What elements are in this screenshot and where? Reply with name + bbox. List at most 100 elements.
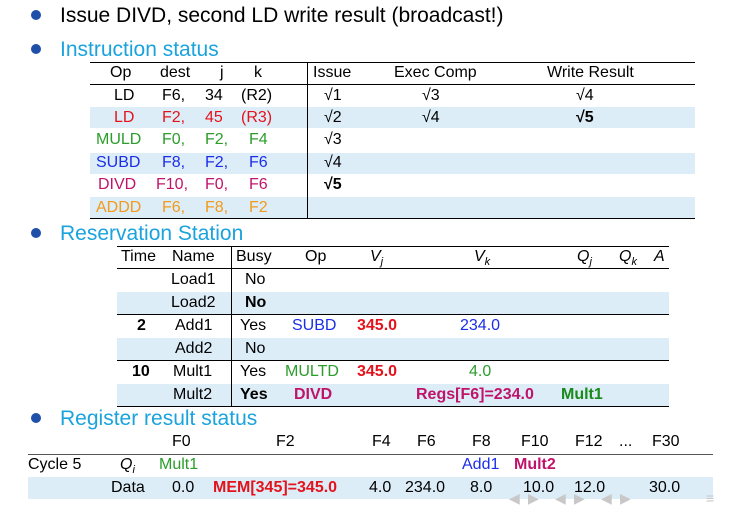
prev-section-icon[interactable]: ◀ xyxy=(555,490,566,506)
rs-op: MULTD xyxy=(285,363,339,380)
rs-op: DIVD xyxy=(294,386,333,403)
instr-issue: √4 xyxy=(324,154,342,171)
reservation-station-heading: Reservation Station xyxy=(60,222,244,245)
col-header-write-result: Write Result xyxy=(547,64,634,81)
table-rule xyxy=(28,454,713,455)
instr-k: (R3) xyxy=(241,109,273,126)
instr-dest: F6, xyxy=(162,199,186,216)
prev-page-icon[interactable]: ◀ xyxy=(601,490,612,506)
rs-busy: Yes xyxy=(240,386,268,403)
data-label: Data xyxy=(111,479,145,496)
reg-header: F4 xyxy=(372,433,391,450)
reg-header-ellipsis: ... xyxy=(619,433,633,450)
qi-f10: Mult2 xyxy=(514,456,556,473)
rs-time: 2 xyxy=(137,317,146,334)
row-band xyxy=(28,477,713,499)
next-page-icon[interactable]: ▶ xyxy=(620,490,631,506)
prev-slide-icon[interactable]: ◀ xyxy=(509,490,520,506)
data-f30: 30.0 xyxy=(649,479,681,496)
instr-k: (R2) xyxy=(241,87,273,104)
bullet-icon xyxy=(31,228,41,238)
data-f8: 8.0 xyxy=(470,479,493,496)
data-f4: 4.0 xyxy=(369,479,392,496)
instr-j: F0, xyxy=(205,176,229,193)
instr-j: F2, xyxy=(205,154,229,171)
table-divider xyxy=(231,246,232,406)
next-slide-icon[interactable]: ▶ xyxy=(528,490,539,506)
instr-write: √4 xyxy=(576,87,594,104)
rs-time: 10 xyxy=(132,363,150,380)
rs-busy: Yes xyxy=(240,363,267,380)
instr-k: F4 xyxy=(249,131,268,148)
col-header-busy: Busy xyxy=(236,248,272,265)
rs-name: Load2 xyxy=(171,294,216,311)
instr-op: MULD xyxy=(96,131,142,148)
instr-j: F2, xyxy=(205,131,229,148)
instr-op: ADDD xyxy=(96,199,142,216)
rs-name: Add1 xyxy=(175,317,213,334)
col-header-vj: Vj xyxy=(370,248,384,269)
instr-issue: √2 xyxy=(324,109,342,126)
instr-j: F8, xyxy=(205,199,229,216)
col-header-qk: Qk xyxy=(619,248,637,269)
next-section-icon[interactable]: ▶ xyxy=(574,490,585,506)
row-band xyxy=(117,384,669,406)
instr-dest: F8, xyxy=(162,154,186,171)
reg-header: F6 xyxy=(417,433,436,450)
col-header-j: j xyxy=(220,64,224,81)
reg-header: F2 xyxy=(276,433,295,450)
data-f2: MEM[345]=345.0 xyxy=(213,479,338,496)
qi-label: Qi xyxy=(120,456,135,477)
col-header-name: Name xyxy=(172,248,215,265)
instr-op: DIVD xyxy=(98,176,137,193)
bullet-icon xyxy=(31,44,41,54)
table-rule xyxy=(117,268,669,269)
table-rule xyxy=(117,360,669,361)
reg-header: F10 xyxy=(521,433,549,450)
reg-header: F8 xyxy=(472,433,491,450)
instr-j: 34 xyxy=(205,87,223,104)
instr-exec: √4 xyxy=(422,109,440,126)
instr-dest: F0, xyxy=(162,131,186,148)
instr-k: F6 xyxy=(249,176,268,193)
table-rule xyxy=(117,314,669,315)
data-f12: 12.0 xyxy=(574,479,606,496)
rs-busy: No xyxy=(245,294,267,311)
col-header-issue: Issue xyxy=(313,64,352,81)
instr-dest: F6, xyxy=(162,87,186,104)
instr-exec: √3 xyxy=(422,87,440,104)
bullet-icon xyxy=(31,10,41,20)
col-header-qj: Qj xyxy=(577,248,592,269)
rs-name: Mult2 xyxy=(173,386,213,403)
search-nav-icon[interactable]: ≡ xyxy=(706,490,715,506)
row-band xyxy=(90,197,695,218)
col-header-time: Time xyxy=(121,248,156,265)
instr-op: LD xyxy=(114,87,135,104)
rs-vk: 4.0 xyxy=(469,363,492,380)
instr-issue: √5 xyxy=(324,176,342,193)
rs-qj: Mult1 xyxy=(561,386,603,403)
bullet-icon xyxy=(31,413,41,423)
row-band xyxy=(117,338,669,360)
qi-f0: Mult1 xyxy=(159,456,199,473)
col-header-a: A xyxy=(654,248,665,265)
rs-vj: 345.0 xyxy=(357,363,398,380)
reg-header: F12 xyxy=(575,433,603,450)
instr-issue: √1 xyxy=(324,87,342,104)
row-band xyxy=(90,153,695,174)
instr-dest: F2, xyxy=(162,109,186,126)
instr-write: √5 xyxy=(576,109,594,126)
rs-vk: Regs[F6]=234.0 xyxy=(416,386,534,403)
col-header-exec-comp: Exec Comp xyxy=(394,64,477,81)
col-header-k: k xyxy=(254,64,262,81)
register-status-heading: Register result status xyxy=(60,407,258,430)
table-rule xyxy=(117,246,669,247)
instruction-status-heading: Instruction status xyxy=(60,38,219,61)
col-header-vk: Vk xyxy=(474,248,491,269)
rs-name: Add2 xyxy=(175,340,213,357)
rs-name: Load1 xyxy=(171,271,216,288)
rs-op: SUBD xyxy=(292,317,337,334)
instr-j: 45 xyxy=(205,109,223,126)
rs-vj: 345.0 xyxy=(357,317,398,334)
col-header-dest: dest xyxy=(160,64,191,81)
